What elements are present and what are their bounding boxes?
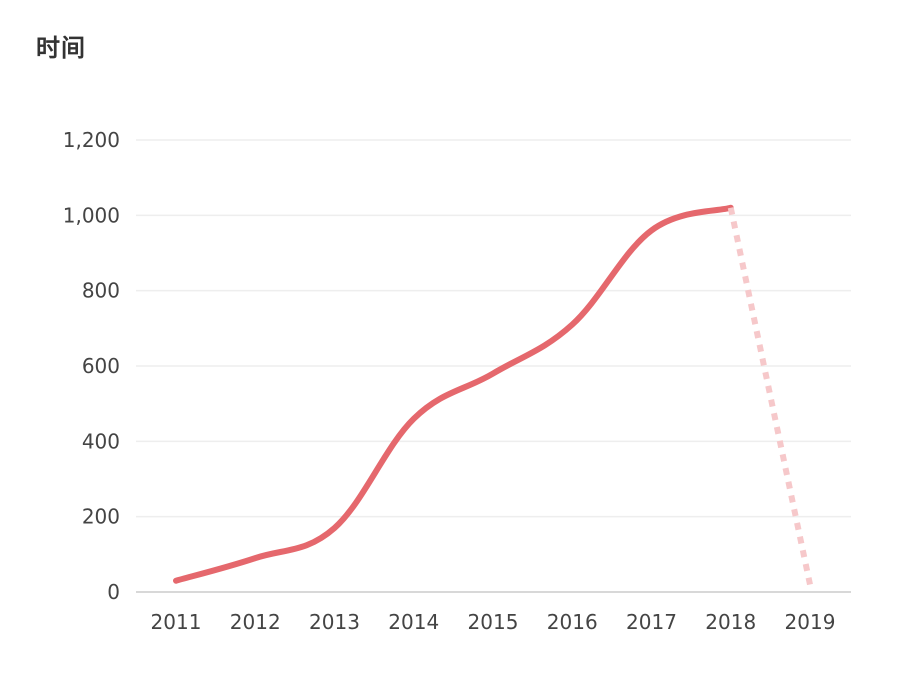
x-tick-label: 2012	[230, 610, 281, 634]
x-tick-label: 2013	[309, 610, 360, 634]
x-tick-label: 2019	[785, 610, 836, 634]
y-tick-label: 800	[82, 279, 120, 303]
x-tick-label: 2014	[388, 610, 439, 634]
series-line-dotted	[727, 207, 813, 586]
y-tick-label: 0	[107, 580, 120, 604]
x-tick-label: 2011	[151, 610, 202, 634]
y-tick-label: 1,000	[63, 203, 120, 227]
x-tick-label: 2015	[468, 610, 519, 634]
y-tick-label: 200	[82, 505, 120, 529]
x-tick-label: 2016	[547, 610, 598, 634]
series-line	[173, 204, 813, 586]
y-tick-label: 400	[82, 429, 120, 453]
x-tick-label: 2017	[626, 610, 677, 634]
x-tick-label: 2018	[705, 610, 756, 634]
series-line-solid	[173, 204, 734, 584]
y-tick-label: 600	[82, 354, 120, 378]
y-axis-tick-labels: 0 200 400 600 800 1,000 1,200	[63, 128, 120, 604]
grid-lines	[136, 139, 851, 518]
chart-title: 时间	[36, 34, 86, 62]
y-tick-label: 1,200	[63, 128, 120, 152]
x-axis-tick-labels: 2011 2012 2013 2014 2015 2016 2017 2018 2019	[151, 610, 836, 634]
